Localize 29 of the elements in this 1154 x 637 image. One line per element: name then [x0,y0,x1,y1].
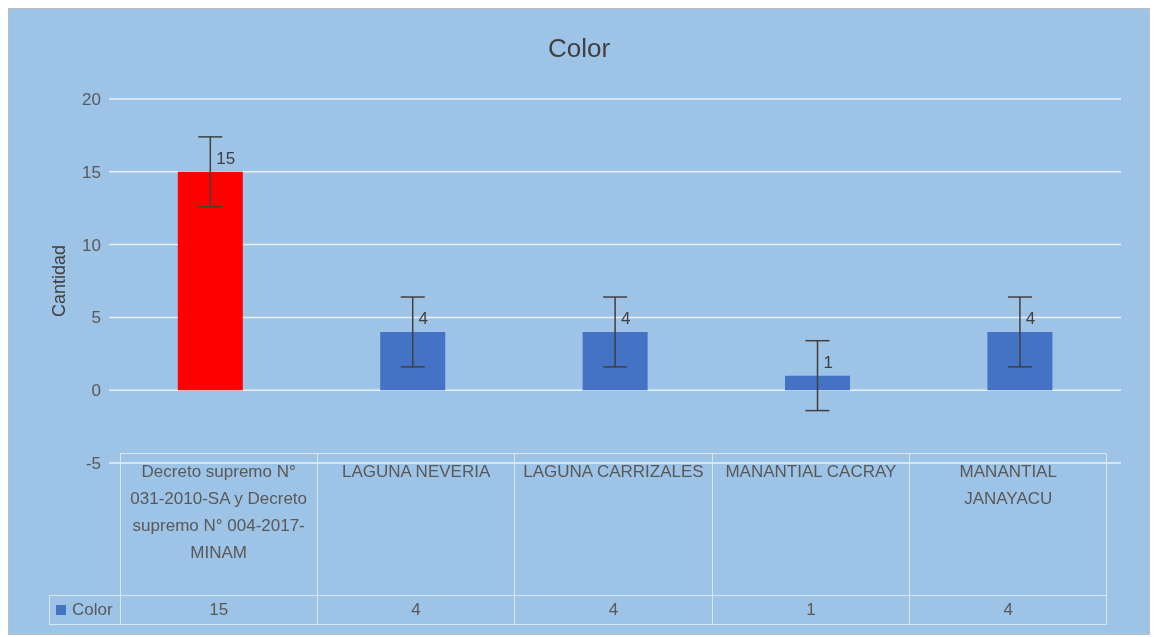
annotation: 4 [1025,308,1036,328]
y-tick-label: 10 [82,235,101,255]
y-tick-label: -5 [85,454,101,474]
y-tick-label: 20 [82,90,101,110]
annotation: 1 [823,352,833,372]
annotation: 15 [216,148,236,168]
legend-label: Color [49,595,120,625]
y-tick-label: 0 [91,381,101,401]
y-tick-label: 5 [91,308,101,328]
bar [582,331,648,391]
y-tick-label: 15 [82,162,101,182]
bar [785,375,851,391]
annotation: 4 [418,308,429,328]
x-tick-label: MANANTIAL JANAYACU [909,453,1107,596]
data-label: 15 [120,595,318,625]
bar [987,331,1053,391]
data-label: 4 [514,595,713,625]
chart-title: Color [546,33,612,64]
y-axis-title: Cantidad [49,244,70,318]
bar [380,331,446,391]
data-label: 1 [712,595,910,625]
x-tick-label: LAGUNA NEVERIA [317,453,515,596]
annotation: 4 [621,308,631,328]
data-label: 4 [317,595,515,625]
x-tick-label: Decreto supremo N° 031-2010-SA y Decreto supremo N° 004-2017-MINAM [120,453,318,596]
x-tick-label: LAGUNA CARRIZALES [514,453,713,596]
bar [177,171,243,391]
x-tick-label: MANANTIAL CACRAY [712,453,910,596]
data-label: 4 [909,595,1107,625]
